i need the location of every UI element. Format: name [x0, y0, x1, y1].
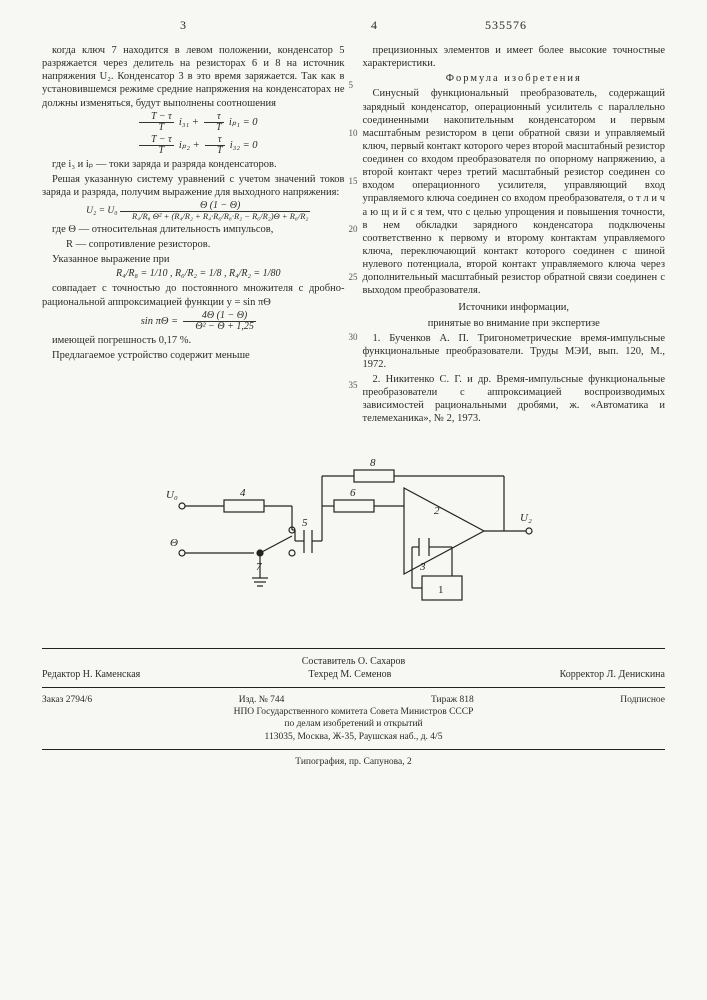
- izd-no: Изд. № 744: [239, 694, 285, 706]
- equation-4: R₄/R₈ = 1/10 , R₆/R₂ = 1/8 , R₄/R₂ = 1/8…: [42, 268, 345, 281]
- para: где i₃ и iₚ — токи заряда и разряда конд…: [42, 158, 345, 171]
- equation-3: U₂ = U₀ Θ (1 − Θ) R₄/R₈ Θ² + (R₄/R₂ + R₄…: [42, 201, 345, 221]
- editor: Редактор Н. Каменская: [42, 668, 140, 681]
- page-num-left: 3: [180, 18, 186, 33]
- colophon: Составитель О. Сахаров Редактор Н. Камен…: [42, 648, 665, 769]
- claims-heading: Формула изобретения: [363, 72, 666, 85]
- text-columns: когда ключ 7 находится в левом положении…: [42, 44, 665, 428]
- label-u0: U₀: [166, 489, 178, 501]
- org-line-3: 113035, Москва, Ж-35, Раушская наб., д. …: [42, 731, 665, 743]
- para: Указанное выражение при: [42, 253, 345, 266]
- corrector: Корректор Л. Денискина: [560, 668, 665, 681]
- para: Решая указанную систему уравнений с учет…: [42, 173, 345, 199]
- label-theta: Θ: [170, 537, 178, 549]
- label-1: 1: [438, 584, 444, 596]
- equation-1: T − τT i₃₁ + τT iₚ₁ = 0: [42, 112, 345, 133]
- equation-2: T − τT iₚ₂ + τT i₃₂ = 0: [42, 135, 345, 156]
- sources-heading: Источники информации,: [363, 301, 666, 314]
- line-marker: 15: [349, 176, 358, 187]
- para: где Θ — относительная длительность импул…: [42, 223, 345, 236]
- org-line-2: по делам изобретений и открытий: [42, 718, 665, 730]
- line-marker: 5: [349, 80, 354, 91]
- claim-text: Синусный функциональный преобразователь,…: [363, 87, 666, 297]
- tech-editor: Техред М. Семенов: [308, 668, 391, 681]
- circuit-figure: U₀ 4 Θ 7: [42, 458, 665, 628]
- para: когда ключ 7 находится в левом положении…: [42, 44, 345, 110]
- equation-5: sin πΘ = 4Θ (1 − Θ) Θ² − Θ + 1,25: [42, 311, 345, 332]
- reference: 2. Никитенко С. Г. и др. Время-импульсны…: [363, 373, 666, 426]
- tirazh: Тираж 818: [431, 694, 474, 706]
- label-uz: U₂: [520, 512, 532, 524]
- compiler: Составитель О. Сахаров: [42, 655, 665, 668]
- sources-sub: принятые во внимание при экспертизе: [363, 317, 666, 330]
- sign: Подписное: [620, 694, 665, 706]
- org-line-1: НПО Государственного комитета Совета Мин…: [42, 706, 665, 718]
- label-3: 3: [419, 561, 426, 573]
- label-2: 2: [434, 505, 440, 517]
- reference: 1. Бученков А. П. Тригонометрические вре…: [363, 332, 666, 371]
- typography: Типография, пр. Сапунова, 2: [42, 756, 665, 768]
- label-7: 7: [256, 561, 262, 573]
- line-marker: 10: [349, 128, 358, 139]
- order-no: Заказ 2794/6: [42, 694, 92, 706]
- para: R — сопротивление резисторов.: [42, 238, 345, 251]
- patent-page: 3 535576 4 когда ключ 7 находится в лево…: [0, 0, 707, 1000]
- label-4: 4: [240, 487, 246, 499]
- column-left: когда ключ 7 находится в левом положении…: [42, 44, 345, 428]
- circuit-svg: U₀ 4 Θ 7: [164, 458, 544, 628]
- line-marker: 20: [349, 224, 358, 235]
- line-marker: 35: [349, 380, 358, 391]
- para: совпадает с точностью до постоянного мно…: [42, 282, 345, 308]
- column-right: 5 10 15 20 25 30 35 прецизионных элемент…: [363, 44, 666, 428]
- patent-number: 535576: [485, 18, 527, 33]
- page-num-right: 4: [371, 18, 377, 33]
- line-marker: 30: [349, 332, 358, 343]
- line-marker: 25: [349, 272, 358, 283]
- label-8: 8: [370, 458, 376, 469]
- para: имеющей погрешность 0,17 %.: [42, 334, 345, 347]
- label-6: 6: [350, 487, 356, 499]
- para: прецизионных элементов и имеет более выс…: [363, 44, 666, 70]
- para: Предлагаемое устройство содержит меньше: [42, 349, 345, 362]
- label-5: 5: [302, 517, 308, 529]
